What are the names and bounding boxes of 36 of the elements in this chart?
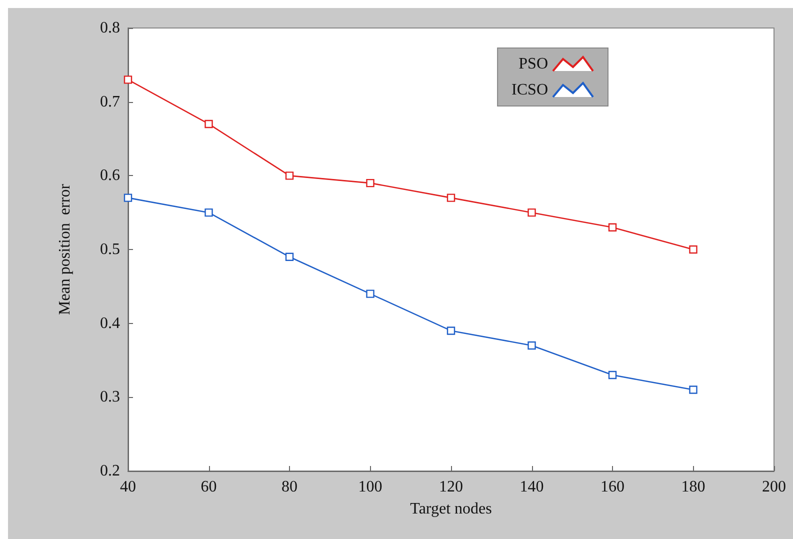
point: [446, 326, 456, 335]
point: [446, 194, 456, 202]
y-tick-label: 0.8: [100, 20, 120, 36]
x-tick-label: 200: [762, 478, 786, 496]
x-tick-label: 140: [520, 478, 544, 496]
y-tick-label: 0.7: [100, 93, 120, 110]
point: [528, 341, 536, 350]
point: [204, 208, 213, 217]
y-axis-title: Mean position error: [56, 183, 74, 316]
x-tick-label: 180: [681, 478, 706, 496]
x-tick-label: 80: [282, 478, 298, 496]
point: [528, 208, 536, 217]
point: [285, 172, 294, 180]
y-tick-label: 0.3: [100, 388, 120, 406]
legend-label: PSO: [518, 56, 548, 72]
y-tick-label: 0.4: [100, 314, 120, 332]
point: [689, 245, 698, 254]
x-axis-title: Target nodes: [410, 500, 492, 518]
legend-label: ICSO: [512, 82, 548, 98]
point: [608, 370, 617, 380]
point: [204, 120, 213, 128]
point: [124, 76, 132, 84]
point: [366, 290, 374, 298]
x-tick-label: 60: [200, 478, 217, 496]
point: [124, 194, 132, 202]
x-tick-label: 40: [120, 478, 136, 496]
point: [608, 223, 617, 232]
y-tick-label: 0.6: [100, 167, 120, 184]
point: [285, 252, 294, 261]
x-tick-label: 120: [439, 478, 463, 496]
y-tick-label: 0.5: [100, 241, 120, 258]
y-tick-label: 0.2: [100, 462, 120, 480]
x-tick-label: 160: [600, 478, 624, 496]
point: [366, 178, 374, 188]
x-tick-label: 100: [358, 478, 382, 496]
point: [689, 386, 698, 394]
